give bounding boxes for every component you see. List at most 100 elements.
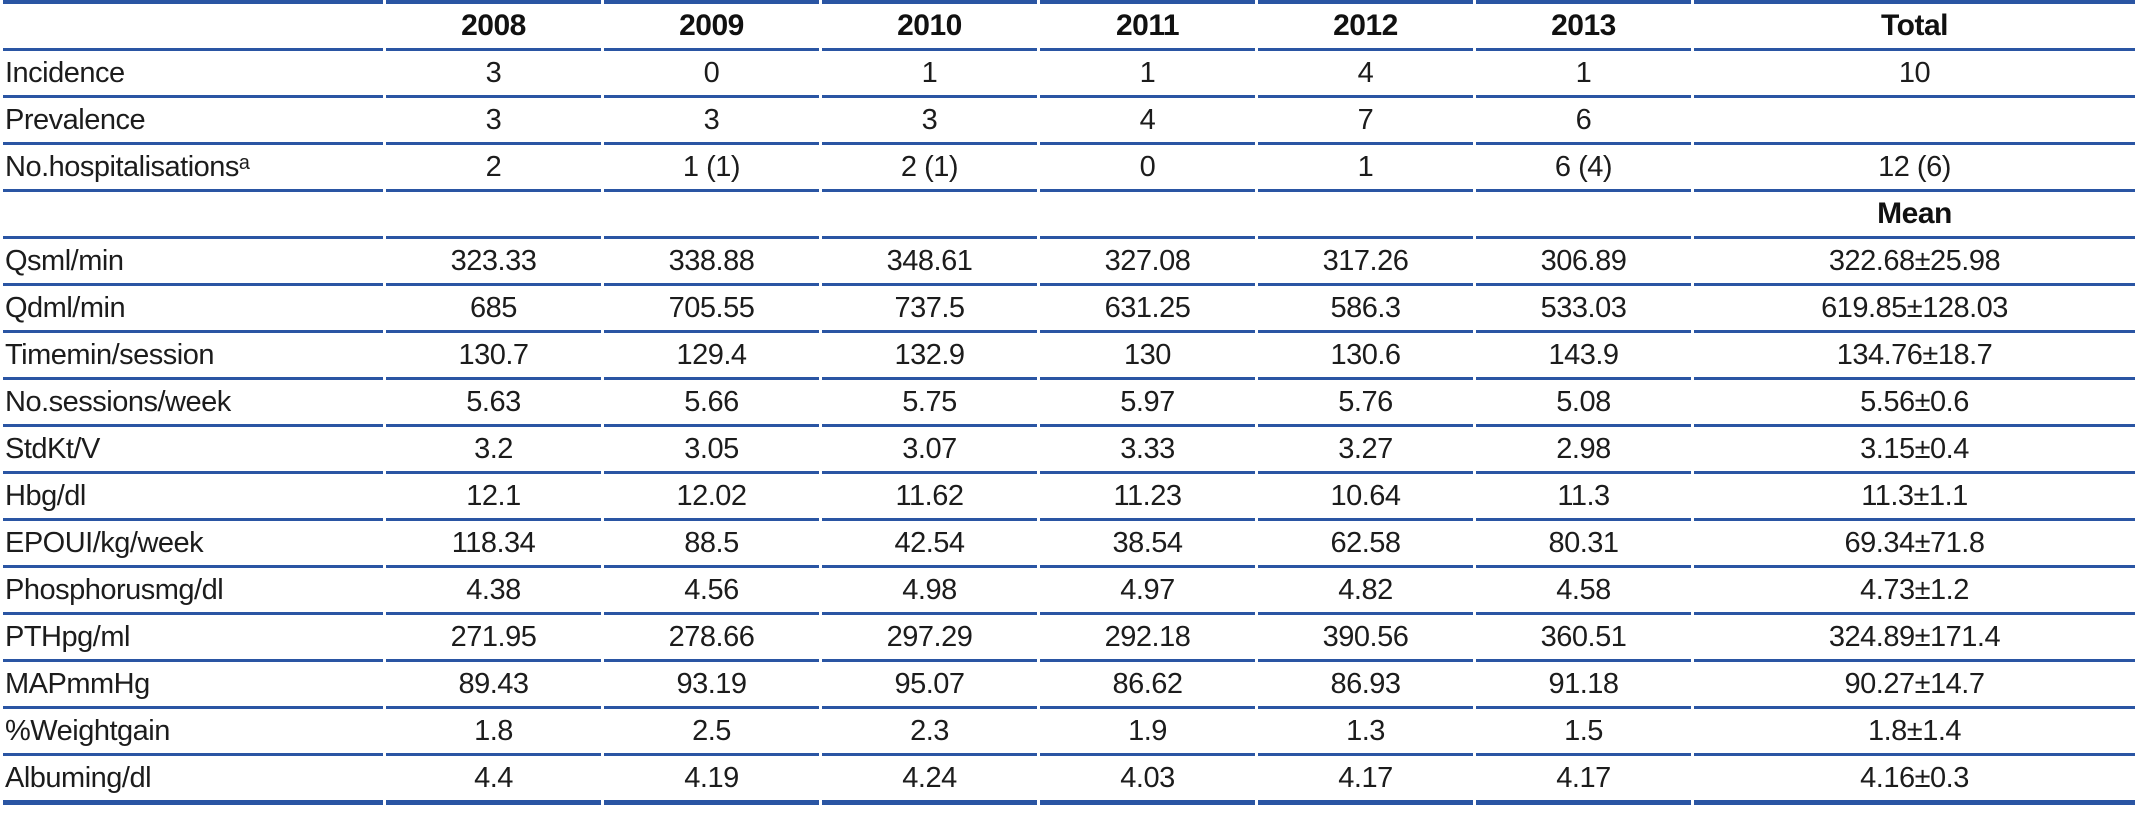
cell: 4.73±1.2 — [1694, 568, 2135, 615]
cell: 11.23 — [1040, 474, 1255, 521]
cell: 86.93 — [1258, 662, 1473, 709]
cell: 297.29 — [822, 615, 1037, 662]
row-label: EPOUI/kg/week — [3, 521, 383, 568]
cell: 1 — [1040, 51, 1255, 98]
table-row-weightgain: %Weightgain 1.8 2.5 2.3 1.9 1.3 1.5 1.8±… — [3, 709, 2135, 756]
row-label: Prevalence — [3, 98, 383, 145]
cell: 2 — [386, 145, 601, 192]
cell — [386, 192, 601, 239]
row-label: Hbg/dl — [3, 474, 383, 521]
cell: 118.34 — [386, 521, 601, 568]
cell: 4.16±0.3 — [1694, 756, 2135, 805]
cell: 62.58 — [1258, 521, 1473, 568]
cell: 4.03 — [1040, 756, 1255, 805]
row-label: PTHpg/ml — [3, 615, 383, 662]
cell: 5.56±0.6 — [1694, 380, 2135, 427]
cell: 3.2 — [386, 427, 601, 474]
cell: 10 — [1694, 51, 2135, 98]
table-row-incidence: Incidence 3 0 1 1 4 1 10 — [3, 51, 2135, 98]
col-header-2010: 2010 — [822, 0, 1037, 51]
cell: 93.19 — [604, 662, 819, 709]
cell: 4.98 — [822, 568, 1037, 615]
cell: 327.08 — [1040, 239, 1255, 286]
row-label: Incidence — [3, 51, 383, 98]
cell: 390.56 — [1258, 615, 1473, 662]
cell: 3.15±0.4 — [1694, 427, 2135, 474]
annual-dialysis-summary-table: 2008 2009 2010 2011 2012 2013 Total Inci… — [3, 0, 2135, 805]
cell: 324.89±171.4 — [1694, 615, 2135, 662]
cell: 80.31 — [1476, 521, 1691, 568]
cell — [822, 192, 1037, 239]
cell: 4.17 — [1476, 756, 1691, 805]
cell — [1258, 192, 1473, 239]
table-row-sessions: No.sessions/week 5.63 5.66 5.75 5.97 5.7… — [3, 380, 2135, 427]
row-label: Timemin/session — [3, 333, 383, 380]
cell: 3.33 — [1040, 427, 1255, 474]
col-header-2013: 2013 — [1476, 0, 1691, 51]
cell: 130.7 — [386, 333, 601, 380]
cell: 631.25 — [1040, 286, 1255, 333]
cell: 130.6 — [1258, 333, 1473, 380]
cell: 4.56 — [604, 568, 819, 615]
table-row-phosphorus: Phosphorusmg/dl 4.38 4.56 4.98 4.97 4.82… — [3, 568, 2135, 615]
cell: 91.18 — [1476, 662, 1691, 709]
cell: 3.07 — [822, 427, 1037, 474]
col-header-2011: 2011 — [1040, 0, 1255, 51]
cell — [1694, 98, 2135, 145]
cell: 38.54 — [1040, 521, 1255, 568]
cell: 90.27±14.7 — [1694, 662, 2135, 709]
cell: 130 — [1040, 333, 1255, 380]
cell: 292.18 — [1040, 615, 1255, 662]
cell: 737.5 — [822, 286, 1037, 333]
table-row-map: MAPmmHg 89.43 93.19 95.07 86.62 86.93 91… — [3, 662, 2135, 709]
cell: 86.62 — [1040, 662, 1255, 709]
cell: 3 — [386, 98, 601, 145]
cell: 4.4 — [386, 756, 601, 805]
cell: 619.85±128.03 — [1694, 286, 2135, 333]
cell: 5.63 — [386, 380, 601, 427]
cell: 5.76 — [1258, 380, 1473, 427]
col-header-2009: 2009 — [604, 0, 819, 51]
row-label: StdKt/V — [3, 427, 383, 474]
cell: 1.8±1.4 — [1694, 709, 2135, 756]
cell: 3 — [386, 51, 601, 98]
cell: 1.5 — [1476, 709, 1691, 756]
cell: 12.1 — [386, 474, 601, 521]
cell: 4.58 — [1476, 568, 1691, 615]
cell: 4.82 — [1258, 568, 1473, 615]
cell: 1 — [1258, 145, 1473, 192]
col-header-total: Total — [1694, 0, 2135, 51]
table-row-prevalence: Prevalence 3 3 3 4 7 6 — [3, 98, 2135, 145]
cell: 6 — [1476, 98, 1691, 145]
cell: 4 — [1040, 98, 1255, 145]
cell: 11.3±1.1 — [1694, 474, 2135, 521]
cell — [1476, 192, 1691, 239]
cell: 3.27 — [1258, 427, 1473, 474]
mean-header-row: Mean — [3, 192, 2135, 239]
cell: 1.9 — [1040, 709, 1255, 756]
table-row-hospitalisations: No.hospitalisationsᵃ 2 1 (1) 2 (1) 0 1 6… — [3, 145, 2135, 192]
cell: 3 — [604, 98, 819, 145]
row-label — [3, 192, 383, 239]
row-label: No.hospitalisationsᵃ — [3, 145, 383, 192]
cell: 348.61 — [822, 239, 1037, 286]
table-row-time: Timemin/session 130.7 129.4 132.9 130 13… — [3, 333, 2135, 380]
table-row-albumin: Albuming/dl 4.4 4.19 4.24 4.03 4.17 4.17… — [3, 756, 2135, 805]
cell: 4.19 — [604, 756, 819, 805]
cell: 360.51 — [1476, 615, 1691, 662]
cell: 317.26 — [1258, 239, 1473, 286]
cell: 322.68±25.98 — [1694, 239, 2135, 286]
cell: 0 — [604, 51, 819, 98]
cell: 12.02 — [604, 474, 819, 521]
cell: 143.9 — [1476, 333, 1691, 380]
row-label: Phosphorusmg/dl — [3, 568, 383, 615]
cell: 1 (1) — [604, 145, 819, 192]
cell: 0 — [1040, 145, 1255, 192]
mean-column-header: Mean — [1694, 192, 2135, 239]
cell: 5.97 — [1040, 380, 1255, 427]
cell: 1 — [1476, 51, 1691, 98]
cell: 278.66 — [604, 615, 819, 662]
row-label-header — [3, 0, 383, 51]
cell: 10.64 — [1258, 474, 1473, 521]
table-row-epo: EPOUI/kg/week 118.34 88.5 42.54 38.54 62… — [3, 521, 2135, 568]
